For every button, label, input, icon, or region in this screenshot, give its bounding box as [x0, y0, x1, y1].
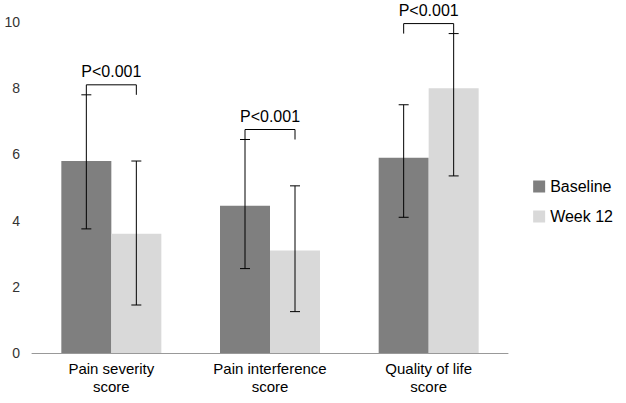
svg-text:P<0.001: P<0.001: [240, 108, 300, 125]
svg-text:4: 4: [12, 213, 20, 229]
svg-text:score: score: [410, 378, 447, 395]
svg-text:P<0.001: P<0.001: [81, 63, 141, 80]
svg-text:6: 6: [12, 146, 20, 162]
svg-text:2: 2: [12, 279, 20, 295]
svg-text:Quality of life: Quality of life: [385, 360, 472, 377]
svg-text:Week 12: Week 12: [550, 208, 613, 225]
svg-text:8: 8: [12, 80, 20, 96]
svg-text:score: score: [252, 378, 289, 395]
svg-text:10: 10: [4, 14, 20, 30]
svg-text:score: score: [93, 378, 130, 395]
svg-text:P<0.001: P<0.001: [399, 2, 459, 19]
svg-text:Pain severity: Pain severity: [68, 360, 154, 377]
svg-text:Baseline: Baseline: [550, 178, 611, 195]
svg-text:Pain interference: Pain interference: [213, 360, 326, 377]
svg-text:0: 0: [12, 345, 20, 361]
